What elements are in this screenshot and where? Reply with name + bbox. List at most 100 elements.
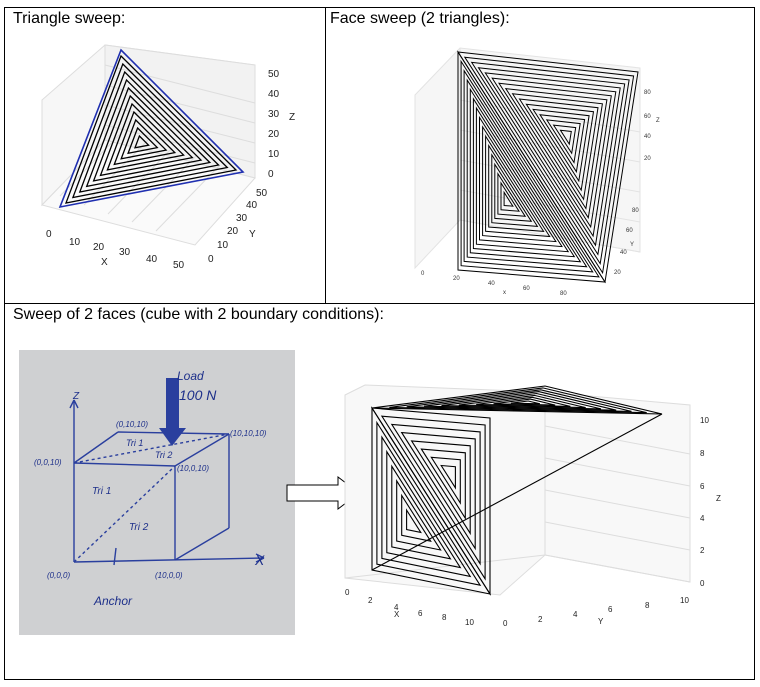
plot3-y-tick: 6 bbox=[608, 605, 613, 614]
sketch-drawing: Load 100 N Z X (0,0,10) (0,10,10) (10,10… bbox=[34, 369, 267, 608]
plot2-x-tick: 40 bbox=[488, 281, 495, 287]
plot1-x-tick: 20 bbox=[93, 242, 105, 253]
plot1-z-tick: 10 bbox=[268, 149, 280, 160]
sweep-path bbox=[552, 124, 577, 155]
load-arrow bbox=[166, 378, 179, 430]
plot2-x-tick: 20 bbox=[453, 276, 460, 282]
plot1-x-ticks: 0 10 20 30 40 50 X bbox=[46, 229, 185, 271]
sweep-path bbox=[424, 391, 617, 411]
plot1-outline bbox=[58, 48, 245, 209]
sweep-path bbox=[386, 449, 462, 569]
plot3-z-tick: 2 bbox=[700, 546, 705, 555]
plot3-z-tick: 0 bbox=[700, 579, 705, 588]
plot2-z-tick: 60 bbox=[644, 114, 651, 120]
plot1-x-tick: 40 bbox=[146, 254, 158, 265]
corner-0-0-0: (0,0,0) bbox=[47, 571, 70, 580]
two-faces-title: Sweep of 2 faces (cube with 2 boundary c… bbox=[13, 306, 384, 323]
sweep-path bbox=[479, 115, 563, 248]
plot3-y-tick: 8 bbox=[645, 601, 650, 610]
plot3-x-tick: 2 bbox=[368, 596, 373, 605]
sweep-path bbox=[525, 103, 595, 192]
sweep-path bbox=[518, 98, 599, 201]
sweep-path bbox=[482, 125, 557, 243]
sweep-path bbox=[133, 134, 150, 149]
plot2-y-tick: 20 bbox=[614, 270, 621, 276]
sweep-path bbox=[510, 400, 541, 405]
plot1-y-ticks: 0 10 20 30 40 50 Y bbox=[208, 188, 268, 265]
sweep-path bbox=[401, 493, 432, 542]
plot1-z-tick: 40 bbox=[268, 89, 280, 100]
anchor-label: Anchor bbox=[93, 594, 133, 608]
plot3-x-tick: 6 bbox=[418, 609, 423, 618]
sweep-path bbox=[381, 435, 472, 578]
plot3-y-ticks: 0 2 4 6 8 10 Y bbox=[503, 596, 689, 628]
sweep-path bbox=[491, 77, 617, 238]
plot1-y-tick: 30 bbox=[236, 213, 248, 224]
sweep-path bbox=[500, 181, 520, 212]
plot1-y-tick: 40 bbox=[246, 200, 258, 211]
plot1-ylabel: Y bbox=[249, 229, 256, 240]
sweep-path bbox=[503, 190, 514, 207]
sweep-path bbox=[476, 396, 571, 407]
sweep-path bbox=[92, 86, 203, 182]
load-value: 100 N bbox=[179, 387, 217, 403]
sweep-path bbox=[85, 78, 212, 188]
sweep-path bbox=[113, 110, 177, 166]
plot3-x-tick: 8 bbox=[442, 613, 447, 622]
plot3-ylabel: Y bbox=[598, 617, 604, 626]
axis-z-label: Z bbox=[72, 391, 80, 402]
plot1-y-tick: 20 bbox=[227, 226, 239, 237]
plot3-y-tick: 4 bbox=[573, 610, 578, 619]
sweep-path bbox=[457, 51, 639, 284]
sweep-path bbox=[106, 102, 185, 171]
sweep-path bbox=[475, 106, 570, 253]
sweep-path bbox=[78, 70, 220, 193]
plot1-x-tick: 30 bbox=[119, 247, 131, 258]
sweep-path bbox=[511, 93, 603, 210]
face-sweep-plot: 80 60 40 20 Z 0 20 40 60 80 x 20 40 60 8… bbox=[414, 47, 660, 297]
sweep-path bbox=[400, 431, 476, 551]
tri2-front-label: Tri 2 bbox=[129, 522, 149, 533]
sweep-path bbox=[458, 394, 586, 409]
sweep-path bbox=[493, 398, 556, 406]
load-label: Load bbox=[177, 369, 204, 383]
layout-table bbox=[4, 7, 755, 680]
plot1-x-tick: 0 bbox=[46, 229, 52, 240]
tri2-top-label: Tri 2 bbox=[155, 450, 172, 460]
plot1-x-tick: 10 bbox=[69, 237, 81, 248]
sweep-path bbox=[491, 153, 539, 227]
plot1-z-tick: 20 bbox=[268, 129, 280, 140]
sweep-path bbox=[371, 385, 663, 415]
tri1-front-label: Tri 1 bbox=[92, 486, 111, 497]
sweep-path bbox=[497, 171, 527, 217]
plot3-x-ticks: 0 2 4 6 8 10 X bbox=[345, 588, 474, 627]
plot1-xlabel: X bbox=[101, 257, 108, 268]
plot3-y-tick: 0 bbox=[503, 619, 508, 628]
sweep-path bbox=[71, 62, 229, 199]
sweep-path bbox=[466, 78, 588, 268]
sweep-path bbox=[469, 87, 582, 263]
sweep-path bbox=[406, 389, 632, 412]
corner-0-10-10: (0,10,10) bbox=[116, 420, 148, 429]
plot2-z-tick: 80 bbox=[644, 90, 651, 96]
sweep-path bbox=[463, 56, 635, 275]
sweep-path bbox=[470, 61, 630, 265]
sweep-path bbox=[420, 448, 466, 521]
plot2-z-tick: 40 bbox=[644, 134, 651, 140]
sweep-path bbox=[120, 118, 168, 160]
plot1-y-tick: 0 bbox=[208, 254, 214, 265]
plot3-y-tick: 2 bbox=[538, 615, 543, 624]
plot1-spiral bbox=[64, 54, 238, 204]
two-face-sweep-plot: 10 8 6 4 2 0 Z 0 2 4 6 8 10 X 0 2 4 6 8 … bbox=[344, 384, 721, 628]
sweep-path bbox=[430, 456, 461, 505]
plot2-spiral bbox=[457, 50, 639, 284]
plot2-z-tick: 20 bbox=[644, 156, 651, 162]
face-sweep-title: Face sweep (2 triangles): bbox=[330, 10, 510, 27]
sketch-lines bbox=[69, 399, 265, 566]
plot2-x-tick: 80 bbox=[560, 291, 567, 297]
plot2-ylabel: Y bbox=[630, 242, 634, 248]
plot3-z-tick: 6 bbox=[700, 482, 705, 491]
sweep-path bbox=[463, 68, 594, 273]
plot2-z-ticks: 80 60 40 20 Z bbox=[644, 90, 660, 162]
sweep-path bbox=[440, 464, 456, 490]
